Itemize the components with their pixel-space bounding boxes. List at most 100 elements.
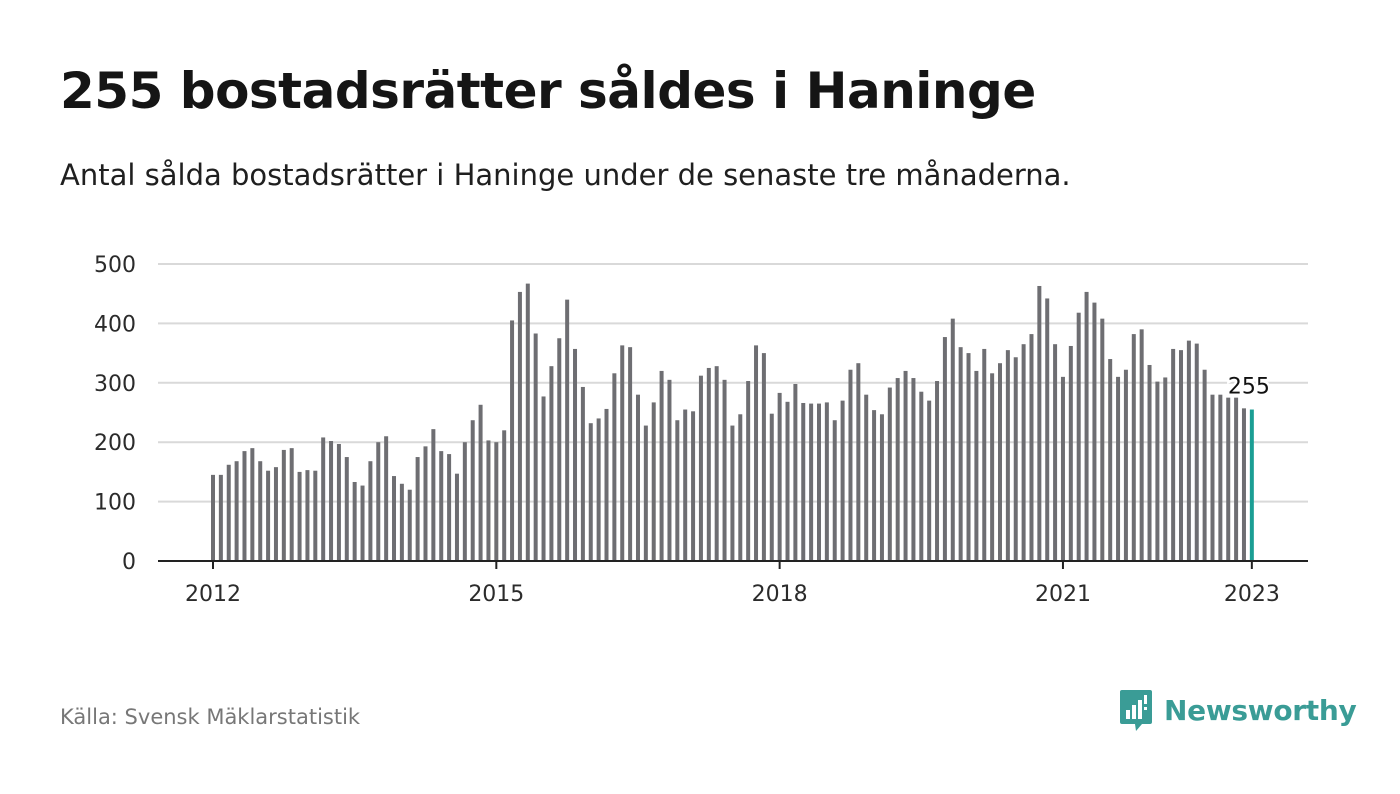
bar: [919, 391, 924, 561]
bar: [313, 470, 318, 561]
bar: [478, 404, 483, 561]
bar: [423, 446, 428, 561]
bar: [1202, 369, 1207, 561]
bar: [691, 411, 696, 561]
bar: [289, 448, 294, 561]
bar: [541, 396, 546, 561]
bar: [242, 451, 247, 561]
bar: [809, 403, 814, 561]
bar: [573, 348, 578, 561]
bar: [746, 381, 751, 561]
bar: [974, 370, 979, 561]
bar: [769, 413, 774, 561]
x-tick-label: 2023: [1224, 582, 1280, 607]
bar: [1021, 344, 1026, 561]
bar: [628, 347, 633, 561]
bar: [856, 363, 861, 561]
bar: [352, 481, 357, 561]
bar: [903, 370, 908, 561]
bar: [620, 345, 625, 561]
bar: [305, 470, 310, 561]
bar: [565, 299, 570, 561]
bar: [966, 353, 971, 561]
y-tick-label: 100: [94, 491, 136, 516]
bar: [344, 457, 349, 561]
newsworthy-logo-icon: [1120, 690, 1152, 731]
bar: [462, 442, 467, 561]
bar: [1163, 377, 1168, 561]
bar: [1060, 376, 1065, 561]
bar-highlight: [1249, 409, 1254, 561]
bar: [840, 400, 845, 561]
bar: [234, 461, 239, 561]
bar: [329, 441, 334, 561]
bar: [754, 345, 759, 561]
bar: [1013, 357, 1018, 561]
y-tick-label: 0: [122, 550, 136, 575]
bar: [321, 437, 326, 561]
x-tick-label: 2015: [468, 582, 524, 607]
bar-chart: 0 100 200 300 400 500 2012 2015 2018 2021 2023 255: [94, 253, 1308, 607]
bar: [895, 378, 900, 561]
bar: [958, 347, 963, 561]
bar: [494, 442, 499, 561]
bar: [360, 485, 365, 561]
newsworthy-logo[interactable]: Newsworthy: [1118, 688, 1357, 732]
bar: [801, 402, 806, 561]
bar: [588, 423, 593, 561]
bar: [683, 409, 688, 561]
bar: [368, 461, 373, 561]
bar: [604, 408, 609, 561]
bar: [722, 379, 727, 561]
bar: [848, 369, 853, 561]
bar: [998, 363, 1002, 561]
highlight-value-label: 255: [1228, 375, 1270, 400]
bar: [580, 386, 585, 561]
bar: [510, 320, 515, 561]
y-tick-label: 500: [94, 253, 136, 278]
bar: [1108, 359, 1113, 561]
bar: [1186, 340, 1191, 561]
bar: [439, 451, 444, 561]
bar: [1241, 408, 1246, 561]
bar: [643, 425, 648, 561]
bar: [486, 440, 491, 561]
bar: [525, 283, 530, 561]
bar: [990, 373, 995, 561]
bar: [612, 373, 617, 561]
bar: [1029, 334, 1034, 561]
bar: [816, 403, 821, 561]
bar: [935, 381, 940, 561]
bar: [1194, 343, 1199, 561]
bar: [281, 449, 286, 561]
bar: [1076, 312, 1081, 561]
bar: [533, 333, 538, 561]
y-tick-label: 400: [94, 312, 136, 337]
bar: [879, 414, 884, 561]
bar: [517, 291, 522, 561]
bar: [982, 348, 987, 561]
bar: [557, 338, 562, 561]
bar: [1139, 329, 1144, 561]
bar: [1155, 381, 1160, 561]
bar: [911, 378, 916, 561]
bar: [226, 464, 231, 561]
bar: [659, 370, 664, 561]
bar: [635, 394, 640, 561]
bar: [407, 489, 412, 561]
bar: [399, 483, 404, 561]
bar: [1147, 364, 1152, 561]
bar: [376, 442, 381, 561]
bar: [706, 367, 711, 561]
bar: [950, 318, 955, 561]
bar: [1037, 285, 1042, 561]
bar: [887, 387, 892, 561]
bar: [273, 467, 278, 561]
bar: [431, 429, 436, 561]
bar: [1005, 350, 1010, 561]
bar: [454, 473, 459, 561]
bar: [730, 425, 735, 561]
bar: [1045, 298, 1050, 561]
bar: [1068, 345, 1073, 561]
bar: [258, 461, 263, 561]
